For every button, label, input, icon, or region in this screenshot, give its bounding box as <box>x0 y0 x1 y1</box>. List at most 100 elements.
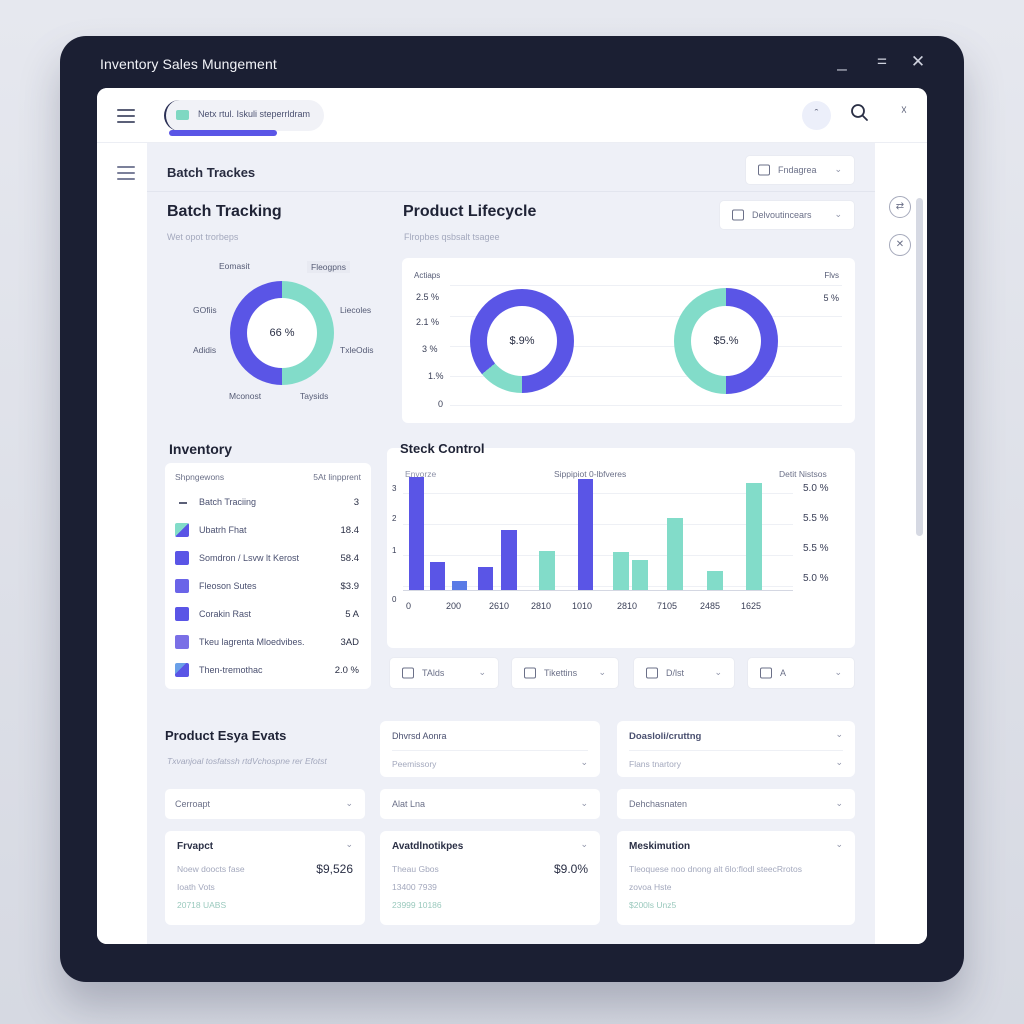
summary-card[interactable]: Frvapct ⌄ Noew doocts fase $9,526 Ioath … <box>165 831 365 925</box>
pill-text: Netx rtul. Iskuli steperrldram <box>198 109 311 119</box>
column-header: 5At linpprent <box>313 472 361 482</box>
progress-bar <box>169 130 277 136</box>
dehchasnaten-select[interactable]: Dehchasnaten ⌄ <box>617 789 855 819</box>
search-icon <box>851 104 868 121</box>
bar <box>409 477 424 590</box>
chevron-down-icon: ⌄ <box>835 797 843 808</box>
app-window: Inventory Sales Mungement _ = ✕ Netx rtu… <box>60 36 964 982</box>
chevron-down-icon: ⌄ <box>714 666 722 677</box>
bar <box>632 560 648 590</box>
product-events-subtitle: Txvanjoal tosfatssh rtdVchospne rer Efot… <box>167 756 327 766</box>
chevron-up-icon: ˆ <box>814 108 819 120</box>
list-item[interactable]: Fleoson Sutes $3.9 <box>165 573 371 601</box>
y-tick: 0 <box>438 399 444 409</box>
batch-donut-chart: 66 % <box>230 281 334 385</box>
product-lifecycle-title: Product Lifecycle <box>403 203 537 220</box>
chevron-down-icon: ⌄ <box>834 208 842 219</box>
list-item[interactable]: Ubatrh Fhat 18.4 <box>165 517 371 545</box>
vertical-scrollbar[interactable] <box>916 198 923 536</box>
donut-label: Liecoles <box>340 305 372 315</box>
summary-card[interactable]: Avatdlnotikpes ⌄ Theau Gbos $9.0% 13400 … <box>380 831 600 925</box>
summary-card[interactable]: Meskimution ⌄ Tleoquese noo dnong alt 6l… <box>617 831 855 925</box>
filter-dropdown-dist[interactable]: D/lst ⌄ <box>633 657 735 689</box>
bar <box>501 530 517 590</box>
donut-center-value: $5.% <box>691 306 761 376</box>
chevron-down-icon: ⌄ <box>580 797 588 808</box>
y-tick: 0 <box>392 595 397 604</box>
item-color-icon <box>175 551 189 565</box>
y-tick: 1.% <box>428 371 444 381</box>
chart-header-center: Sippipiot 0-lbfveres <box>554 469 627 479</box>
amount: $9.0% <box>553 862 588 876</box>
settings-button[interactable]: ✕ <box>889 234 911 256</box>
right-value: 5.5 % <box>803 513 829 524</box>
home-icon <box>732 209 744 221</box>
dropdown-value: Fndagrea <box>778 165 817 175</box>
list-item[interactable]: Somdron / Lsvw lt Kerost 58.4 <box>165 545 371 573</box>
item-color-icon <box>175 663 189 677</box>
chart-header-left: Envorze <box>405 469 437 479</box>
donut-label: Eomasit <box>219 261 250 271</box>
list-item[interactable]: Corakin Rast 5 A <box>165 601 371 629</box>
bar <box>613 552 629 590</box>
close-button[interactable]: ✕ <box>910 52 926 71</box>
card-select[interactable]: Flans tnartory <box>629 759 681 769</box>
stock-control-title: Steck Control <box>400 441 485 456</box>
y-tick: 2.5 % <box>416 292 440 302</box>
section-dropdown[interactable]: Fndagrea ⌄ <box>745 155 855 185</box>
sidebar-menu-icon[interactable] <box>117 166 135 180</box>
pill-image-icon <box>176 110 189 120</box>
chart-icon <box>524 667 536 679</box>
product-lifecycle-subtitle: Flropbes qsbsalt tsagee <box>404 232 500 242</box>
chevron-down-icon: ⌄ <box>345 797 353 808</box>
list-item[interactable]: Batch Traciing 3 <box>165 489 371 517</box>
donut-label: GOfiis <box>193 305 217 315</box>
x-tick: 1010 <box>572 601 593 611</box>
x-tick: 7105 <box>657 601 678 611</box>
filter-button[interactable]: ⇄ <box>889 196 911 218</box>
bar <box>452 581 467 590</box>
filter-dropdown-archive[interactable]: A ⌄ <box>747 657 855 689</box>
menu-icon[interactable] <box>117 109 135 123</box>
bar-chart-plot <box>403 477 793 591</box>
filter-dropdown-tickets[interactable]: Tikettins ⌄ <box>511 657 619 689</box>
search-pill[interactable]: Netx rtul. Iskuli steperrldram <box>164 100 324 131</box>
y-tick: 2 <box>392 514 397 523</box>
bar <box>430 562 445 590</box>
x-tick: 2810 <box>617 601 638 611</box>
lifecycle-dropdown[interactable]: Delvoutincears ⌄ <box>719 200 855 230</box>
alat-select[interactable]: Alat Lna ⌄ <box>380 789 600 819</box>
maximize-button[interactable]: = <box>877 52 887 71</box>
user-button[interactable]: ☓ <box>893 103 915 125</box>
lifecycle-donut-right: $5.% <box>674 288 778 394</box>
concept-select[interactable]: Cerroapt ⌄ <box>165 789 365 819</box>
chevron-down-icon: ⌄ <box>834 666 842 677</box>
item-color-icon <box>175 607 189 621</box>
chevron-down-icon[interactable]: ⌄ <box>835 729 843 739</box>
x-tick: 1625 <box>741 601 762 611</box>
right-value: 5.0 % <box>803 573 829 584</box>
lifecycle-chart-card: Actiaps Flvs 2.5 % 2.1 % 3 % 1.% 0 5 % $… <box>402 258 855 423</box>
donut-label: Taysids <box>300 391 329 401</box>
donut-label: TxleOdis <box>340 345 374 355</box>
filter-dropdown-tables[interactable]: TAlds ⌄ <box>389 657 499 689</box>
dash-icon <box>179 502 187 504</box>
list-item[interactable]: Then-tremothac 2.0 % <box>165 657 371 685</box>
list-item[interactable]: Tkeu lagrenta Mloedvibes. 3AD <box>165 629 371 657</box>
batch-tracking-subtitle: Wet opot trorbeps <box>167 232 239 242</box>
stock-control-card <box>387 448 855 648</box>
bar <box>667 518 683 590</box>
card-select[interactable]: Peemissory <box>392 759 437 769</box>
search-button[interactable] <box>849 103 871 125</box>
bar <box>539 551 555 590</box>
batch-tracking-title: Batch Tracking <box>167 203 282 220</box>
y-tick: 3 % <box>422 344 438 354</box>
collapse-button[interactable]: ˆ <box>802 101 831 130</box>
filter-icon: ⇄ <box>895 201 905 212</box>
card-title: Dhvrsd Aonra <box>392 731 447 741</box>
donut-label: Adidis <box>193 345 217 355</box>
card-title: Doasloli/cruttng <box>629 731 702 742</box>
minimize-button[interactable]: _ <box>837 52 847 71</box>
diversal-card: Dhvrsd Aonra Peemissory ⌄ <box>380 721 600 777</box>
x-tick: 0 <box>406 601 412 611</box>
